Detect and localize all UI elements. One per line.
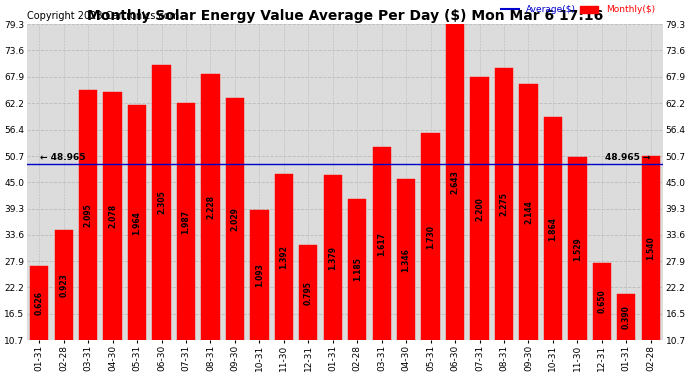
Text: 1.379: 1.379 — [328, 246, 337, 270]
Bar — [544, 117, 562, 340]
Text: 1.346: 1.346 — [402, 248, 411, 272]
Bar — [104, 92, 122, 340]
Text: 1.617: 1.617 — [377, 232, 386, 256]
Bar — [471, 77, 489, 340]
Text: 1.730: 1.730 — [426, 225, 435, 249]
Text: 2.305: 2.305 — [157, 190, 166, 214]
Bar — [495, 68, 513, 340]
Text: 1.964: 1.964 — [132, 211, 141, 235]
Bar — [128, 105, 146, 340]
Text: 0.795: 0.795 — [304, 281, 313, 305]
Text: 0.626: 0.626 — [34, 291, 43, 315]
Text: 1.540: 1.540 — [647, 236, 656, 260]
Bar — [275, 174, 293, 340]
Bar — [250, 210, 268, 340]
Bar — [593, 262, 611, 340]
Text: 1.529: 1.529 — [573, 237, 582, 261]
Text: 0.390: 0.390 — [622, 305, 631, 329]
Text: 2.228: 2.228 — [206, 195, 215, 219]
Text: 48.965 →: 48.965 → — [605, 153, 651, 162]
Bar — [397, 179, 415, 340]
Legend: Average($), Monthly($): Average($), Monthly($) — [497, 2, 658, 18]
Text: 2.643: 2.643 — [451, 170, 460, 194]
Bar — [324, 176, 342, 340]
Bar — [79, 90, 97, 340]
Bar — [201, 74, 219, 341]
Bar — [226, 98, 244, 340]
Text: 2.200: 2.200 — [475, 197, 484, 221]
Bar — [373, 147, 391, 340]
Bar — [520, 84, 538, 340]
Bar — [55, 230, 73, 340]
Bar — [177, 103, 195, 340]
Bar — [568, 158, 586, 340]
Bar — [422, 134, 440, 340]
Text: ← 48.965: ← 48.965 — [39, 153, 85, 162]
Bar — [617, 294, 635, 340]
Bar — [299, 245, 317, 340]
Text: 0.650: 0.650 — [598, 290, 607, 314]
Text: 1.093: 1.093 — [255, 263, 264, 287]
Text: 2.029: 2.029 — [230, 207, 239, 231]
Bar — [446, 24, 464, 340]
Bar — [348, 199, 366, 340]
Text: 2.095: 2.095 — [83, 203, 92, 227]
Text: 1.185: 1.185 — [353, 258, 362, 282]
Title: Monthly Solar Energy Value Average Per Day ($) Mon Mar 6 17:16: Monthly Solar Energy Value Average Per D… — [87, 9, 603, 23]
Bar — [152, 64, 170, 340]
Text: 1.864: 1.864 — [549, 217, 558, 241]
Text: 0.923: 0.923 — [59, 273, 68, 297]
Text: 1.392: 1.392 — [279, 245, 288, 269]
Bar — [642, 156, 660, 340]
Text: Copyright 2023 Cartronics.com: Copyright 2023 Cartronics.com — [27, 11, 179, 21]
Text: 2.144: 2.144 — [524, 200, 533, 224]
Text: 2.078: 2.078 — [108, 204, 117, 228]
Text: 1.987: 1.987 — [181, 210, 190, 234]
Text: 2.275: 2.275 — [500, 192, 509, 216]
Bar — [30, 266, 48, 340]
